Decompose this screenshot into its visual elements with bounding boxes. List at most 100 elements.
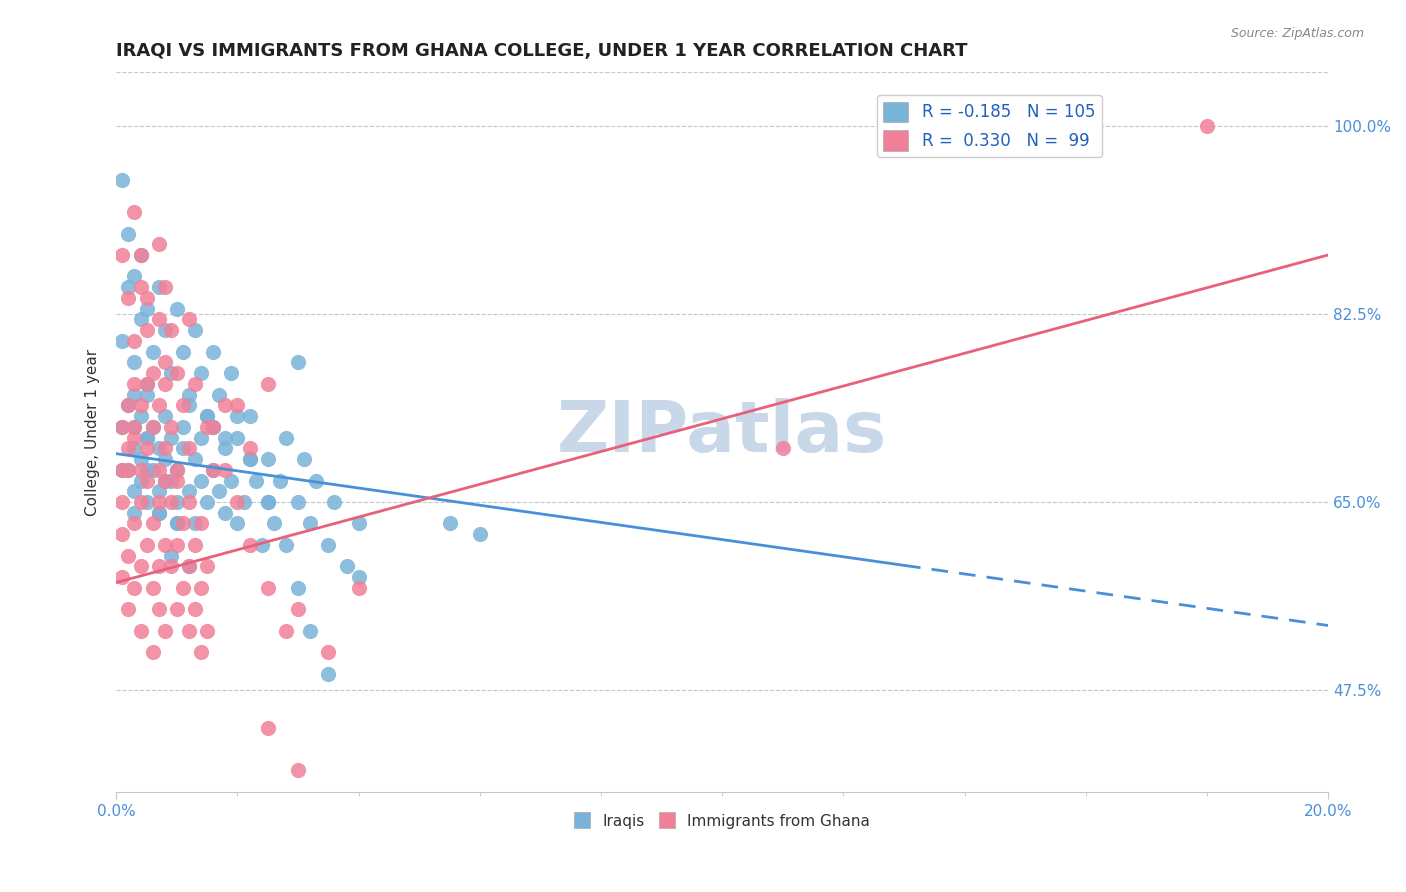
- Point: [190, 366, 212, 380]
- Point: [190, 516, 212, 531]
- Point: [159, 549, 181, 563]
- Point: [124, 334, 146, 348]
- Point: [184, 538, 207, 552]
- Point: [274, 538, 297, 552]
- Point: [148, 237, 170, 252]
- Point: [135, 387, 157, 401]
- Point: [184, 323, 207, 337]
- Point: [124, 355, 146, 369]
- Point: [159, 431, 181, 445]
- Point: [117, 227, 139, 241]
- Point: [214, 463, 236, 477]
- Point: [124, 420, 146, 434]
- Point: [135, 376, 157, 391]
- Point: [159, 559, 181, 574]
- Point: [177, 559, 200, 574]
- Point: [142, 645, 165, 659]
- Point: [190, 645, 212, 659]
- Point: [208, 387, 231, 401]
- Point: [166, 538, 188, 552]
- Point: [135, 291, 157, 305]
- Point: [153, 474, 176, 488]
- Point: [256, 495, 278, 509]
- Point: [129, 248, 152, 262]
- Point: [299, 516, 322, 531]
- Point: [153, 376, 176, 391]
- Point: [195, 409, 218, 423]
- Point: [124, 581, 146, 595]
- Point: [263, 516, 285, 531]
- Point: [177, 559, 200, 574]
- Point: [166, 516, 188, 531]
- Point: [335, 559, 357, 574]
- Point: [287, 602, 309, 616]
- Point: [111, 173, 134, 187]
- Point: [287, 581, 309, 595]
- Point: [239, 452, 262, 467]
- Point: [135, 376, 157, 391]
- Point: [256, 495, 278, 509]
- Point: [142, 420, 165, 434]
- Point: [153, 624, 176, 638]
- Point: [129, 312, 152, 326]
- Text: Source: ZipAtlas.com: Source: ZipAtlas.com: [1230, 27, 1364, 40]
- Point: [166, 495, 188, 509]
- Point: [214, 506, 236, 520]
- Point: [148, 398, 170, 412]
- Point: [153, 538, 176, 552]
- Point: [117, 280, 139, 294]
- Point: [256, 581, 278, 595]
- Point: [468, 527, 491, 541]
- Point: [135, 495, 157, 509]
- Point: [250, 538, 273, 552]
- Point: [190, 431, 212, 445]
- Point: [172, 581, 194, 595]
- Point: [129, 248, 152, 262]
- Point: [323, 495, 346, 509]
- Point: [111, 248, 134, 262]
- Point: [256, 721, 278, 735]
- Point: [148, 559, 170, 574]
- Text: ZIPatlas: ZIPatlas: [557, 398, 887, 467]
- Point: [214, 398, 236, 412]
- Point: [256, 452, 278, 467]
- Point: [129, 452, 152, 467]
- Point: [129, 409, 152, 423]
- Point: [129, 495, 152, 509]
- Point: [318, 538, 340, 552]
- Point: [153, 442, 176, 456]
- Point: [177, 387, 200, 401]
- Point: [772, 442, 794, 456]
- Point: [117, 549, 139, 563]
- Point: [135, 323, 157, 337]
- Point: [129, 463, 152, 477]
- Point: [111, 495, 134, 509]
- Point: [148, 442, 170, 456]
- Point: [142, 420, 165, 434]
- Point: [148, 484, 170, 499]
- Point: [239, 442, 262, 456]
- Point: [148, 506, 170, 520]
- Point: [117, 398, 139, 412]
- Y-axis label: College, Under 1 year: College, Under 1 year: [86, 349, 100, 516]
- Point: [129, 398, 152, 412]
- Point: [269, 474, 291, 488]
- Point: [111, 420, 134, 434]
- Point: [177, 484, 200, 499]
- Point: [226, 398, 249, 412]
- Point: [124, 506, 146, 520]
- Point: [239, 409, 262, 423]
- Point: [124, 442, 146, 456]
- Point: [239, 538, 262, 552]
- Point: [117, 398, 139, 412]
- Point: [153, 355, 176, 369]
- Point: [166, 516, 188, 531]
- Point: [318, 666, 340, 681]
- Point: [195, 624, 218, 638]
- Point: [256, 376, 278, 391]
- Point: [172, 420, 194, 434]
- Point: [221, 474, 243, 488]
- Point: [347, 570, 370, 584]
- Point: [299, 624, 322, 638]
- Point: [226, 516, 249, 531]
